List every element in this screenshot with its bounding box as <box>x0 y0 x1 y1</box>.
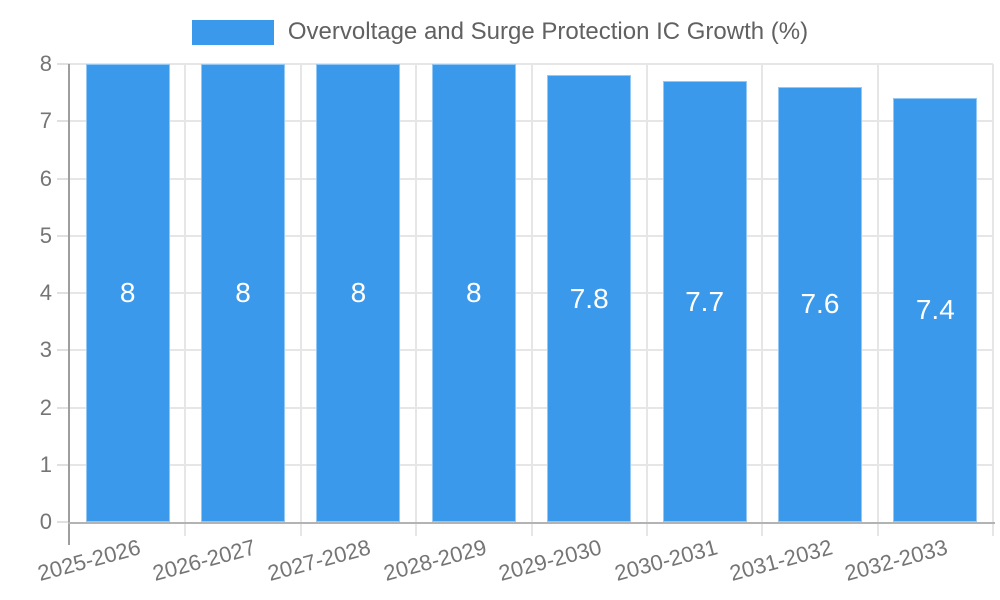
bar[interactable] <box>547 75 632 522</box>
bar-value-label: 7.8 <box>569 282 609 314</box>
y-tick <box>57 234 70 237</box>
x-gridline <box>992 64 994 536</box>
bar-value-label: 8 <box>466 277 482 308</box>
bar[interactable] <box>201 64 286 522</box>
bar[interactable] <box>662 81 747 522</box>
x-gridline <box>184 64 187 536</box>
bar-value-label: 8 <box>235 277 251 308</box>
x-gridline <box>645 64 648 536</box>
y-tick <box>57 120 70 123</box>
y-axis-tick-label: 8 <box>39 51 52 76</box>
y-tick <box>57 177 70 180</box>
y-axis-line <box>68 64 70 545</box>
x-gridline <box>761 64 764 536</box>
legend-color-swatch <box>191 19 274 45</box>
x-gridline <box>876 64 879 536</box>
y-axis-tick-label: 6 <box>39 165 52 191</box>
y-axis-tick-label: 5 <box>39 222 52 248</box>
y-tick <box>57 349 70 352</box>
bar[interactable] <box>431 64 516 522</box>
bar-value-label: 7.7 <box>685 285 725 317</box>
y-tick <box>57 292 70 294</box>
y-axis-tick-label: 1 <box>39 451 52 477</box>
x-gridline <box>530 64 533 536</box>
y-tick <box>57 463 70 466</box>
x-axis-baseline <box>68 522 995 524</box>
y-axis-tick-label: 2 <box>39 394 52 420</box>
bar[interactable] <box>777 86 862 522</box>
bar[interactable] <box>316 64 401 522</box>
x-gridline <box>299 64 302 536</box>
y-axis-tick-label: 0 <box>39 509 52 534</box>
bar[interactable] <box>85 64 170 522</box>
bar-value-label: 7.6 <box>800 288 840 320</box>
x-gridline <box>415 64 418 536</box>
chart-legend[interactable]: Overvoltage and Surge Protection IC Grow… <box>0 18 1000 46</box>
bar-value-label: 7.4 <box>915 294 955 326</box>
y-tick <box>57 521 70 523</box>
y-axis-tick-label: 7 <box>39 108 52 134</box>
bar[interactable] <box>893 98 978 522</box>
bar-value-label: 8 <box>119 277 136 308</box>
y-tick <box>57 63 70 65</box>
legend-label: Overvoltage and Surge Protection IC Grow… <box>287 18 809 45</box>
bar-value-label: 8 <box>350 277 367 308</box>
y-tick <box>57 406 70 409</box>
y-axis-tick-label: 4 <box>39 280 52 305</box>
y-axis-tick-label: 3 <box>39 337 52 363</box>
